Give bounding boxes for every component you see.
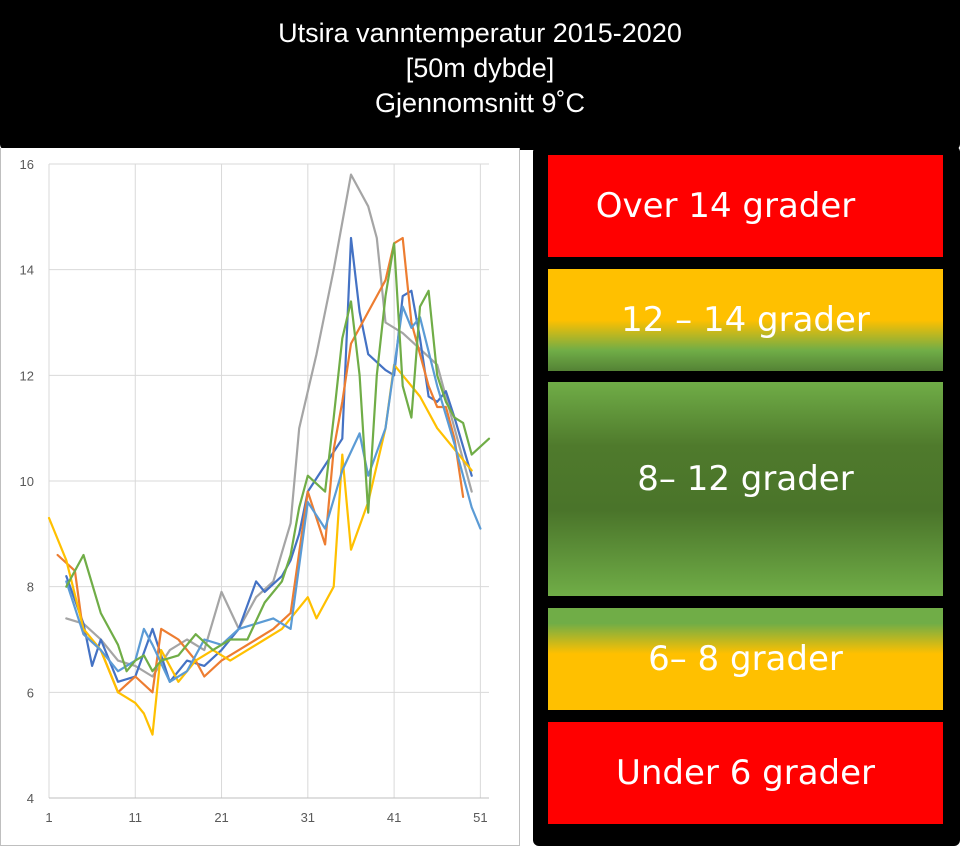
y-tick-label: 14 <box>20 263 34 278</box>
y-tick-label: 10 <box>20 474 34 489</box>
series-line-1 <box>65 173 473 678</box>
series-line-5 <box>65 305 482 683</box>
temperature-legend-panel: Over 14 grader 12 – 14 grader 8– 12 grad… <box>533 146 960 846</box>
chart-title-banner: Utsira vanntemperatur 2015-2020 [50m dyb… <box>0 0 960 150</box>
legend-band-8-12: 8– 12 grader <box>548 382 943 596</box>
legend-band-label: 12 – 14 grader <box>621 300 870 340</box>
series-line-6 <box>65 242 491 673</box>
legend-band-over-14: Over 14 grader <box>548 155 943 257</box>
legend-band-label: 8– 12 grader <box>637 459 854 499</box>
x-tick-label: 41 <box>387 810 401 825</box>
x-tick-label: 1 <box>45 810 52 825</box>
x-tick-label: 11 <box>129 810 143 825</box>
legend-band-label: Under 6 grader <box>615 753 876 793</box>
chart-subtitle-depth: [50m dybde] <box>405 53 555 83</box>
y-tick-label: 12 <box>20 368 34 383</box>
legend-band-label: Over 14 grader <box>595 186 856 226</box>
series-line-2 <box>65 236 473 683</box>
y-tick-label: 16 <box>20 157 34 172</box>
series-line-3 <box>56 236 465 694</box>
y-tick-label: 8 <box>27 580 34 595</box>
y-tick-label: 4 <box>27 791 34 806</box>
x-tick-label: 31 <box>301 810 315 825</box>
x-tick-label: 51 <box>473 810 487 825</box>
legend-band-label: 6– 8 grader <box>648 639 843 679</box>
legend-band-6-8: 6– 8 grader <box>548 608 943 710</box>
y-tick-label: 6 <box>27 685 34 700</box>
chart-subtitle-average: Gjennomsnitt 9˚C <box>374 88 586 118</box>
series-line-4 <box>47 363 473 736</box>
chart-frame: 4 6 8 10 12 14 16 1 11 21 31 41 51 <box>0 148 520 846</box>
chart-title: Utsira vanntemperatur 2015-2020 <box>278 18 682 48</box>
legend-band-under-6: Under 6 grader <box>548 722 943 824</box>
x-tick-label: 21 <box>214 810 228 825</box>
legend-band-12-14: 12 – 14 grader <box>548 269 943 371</box>
